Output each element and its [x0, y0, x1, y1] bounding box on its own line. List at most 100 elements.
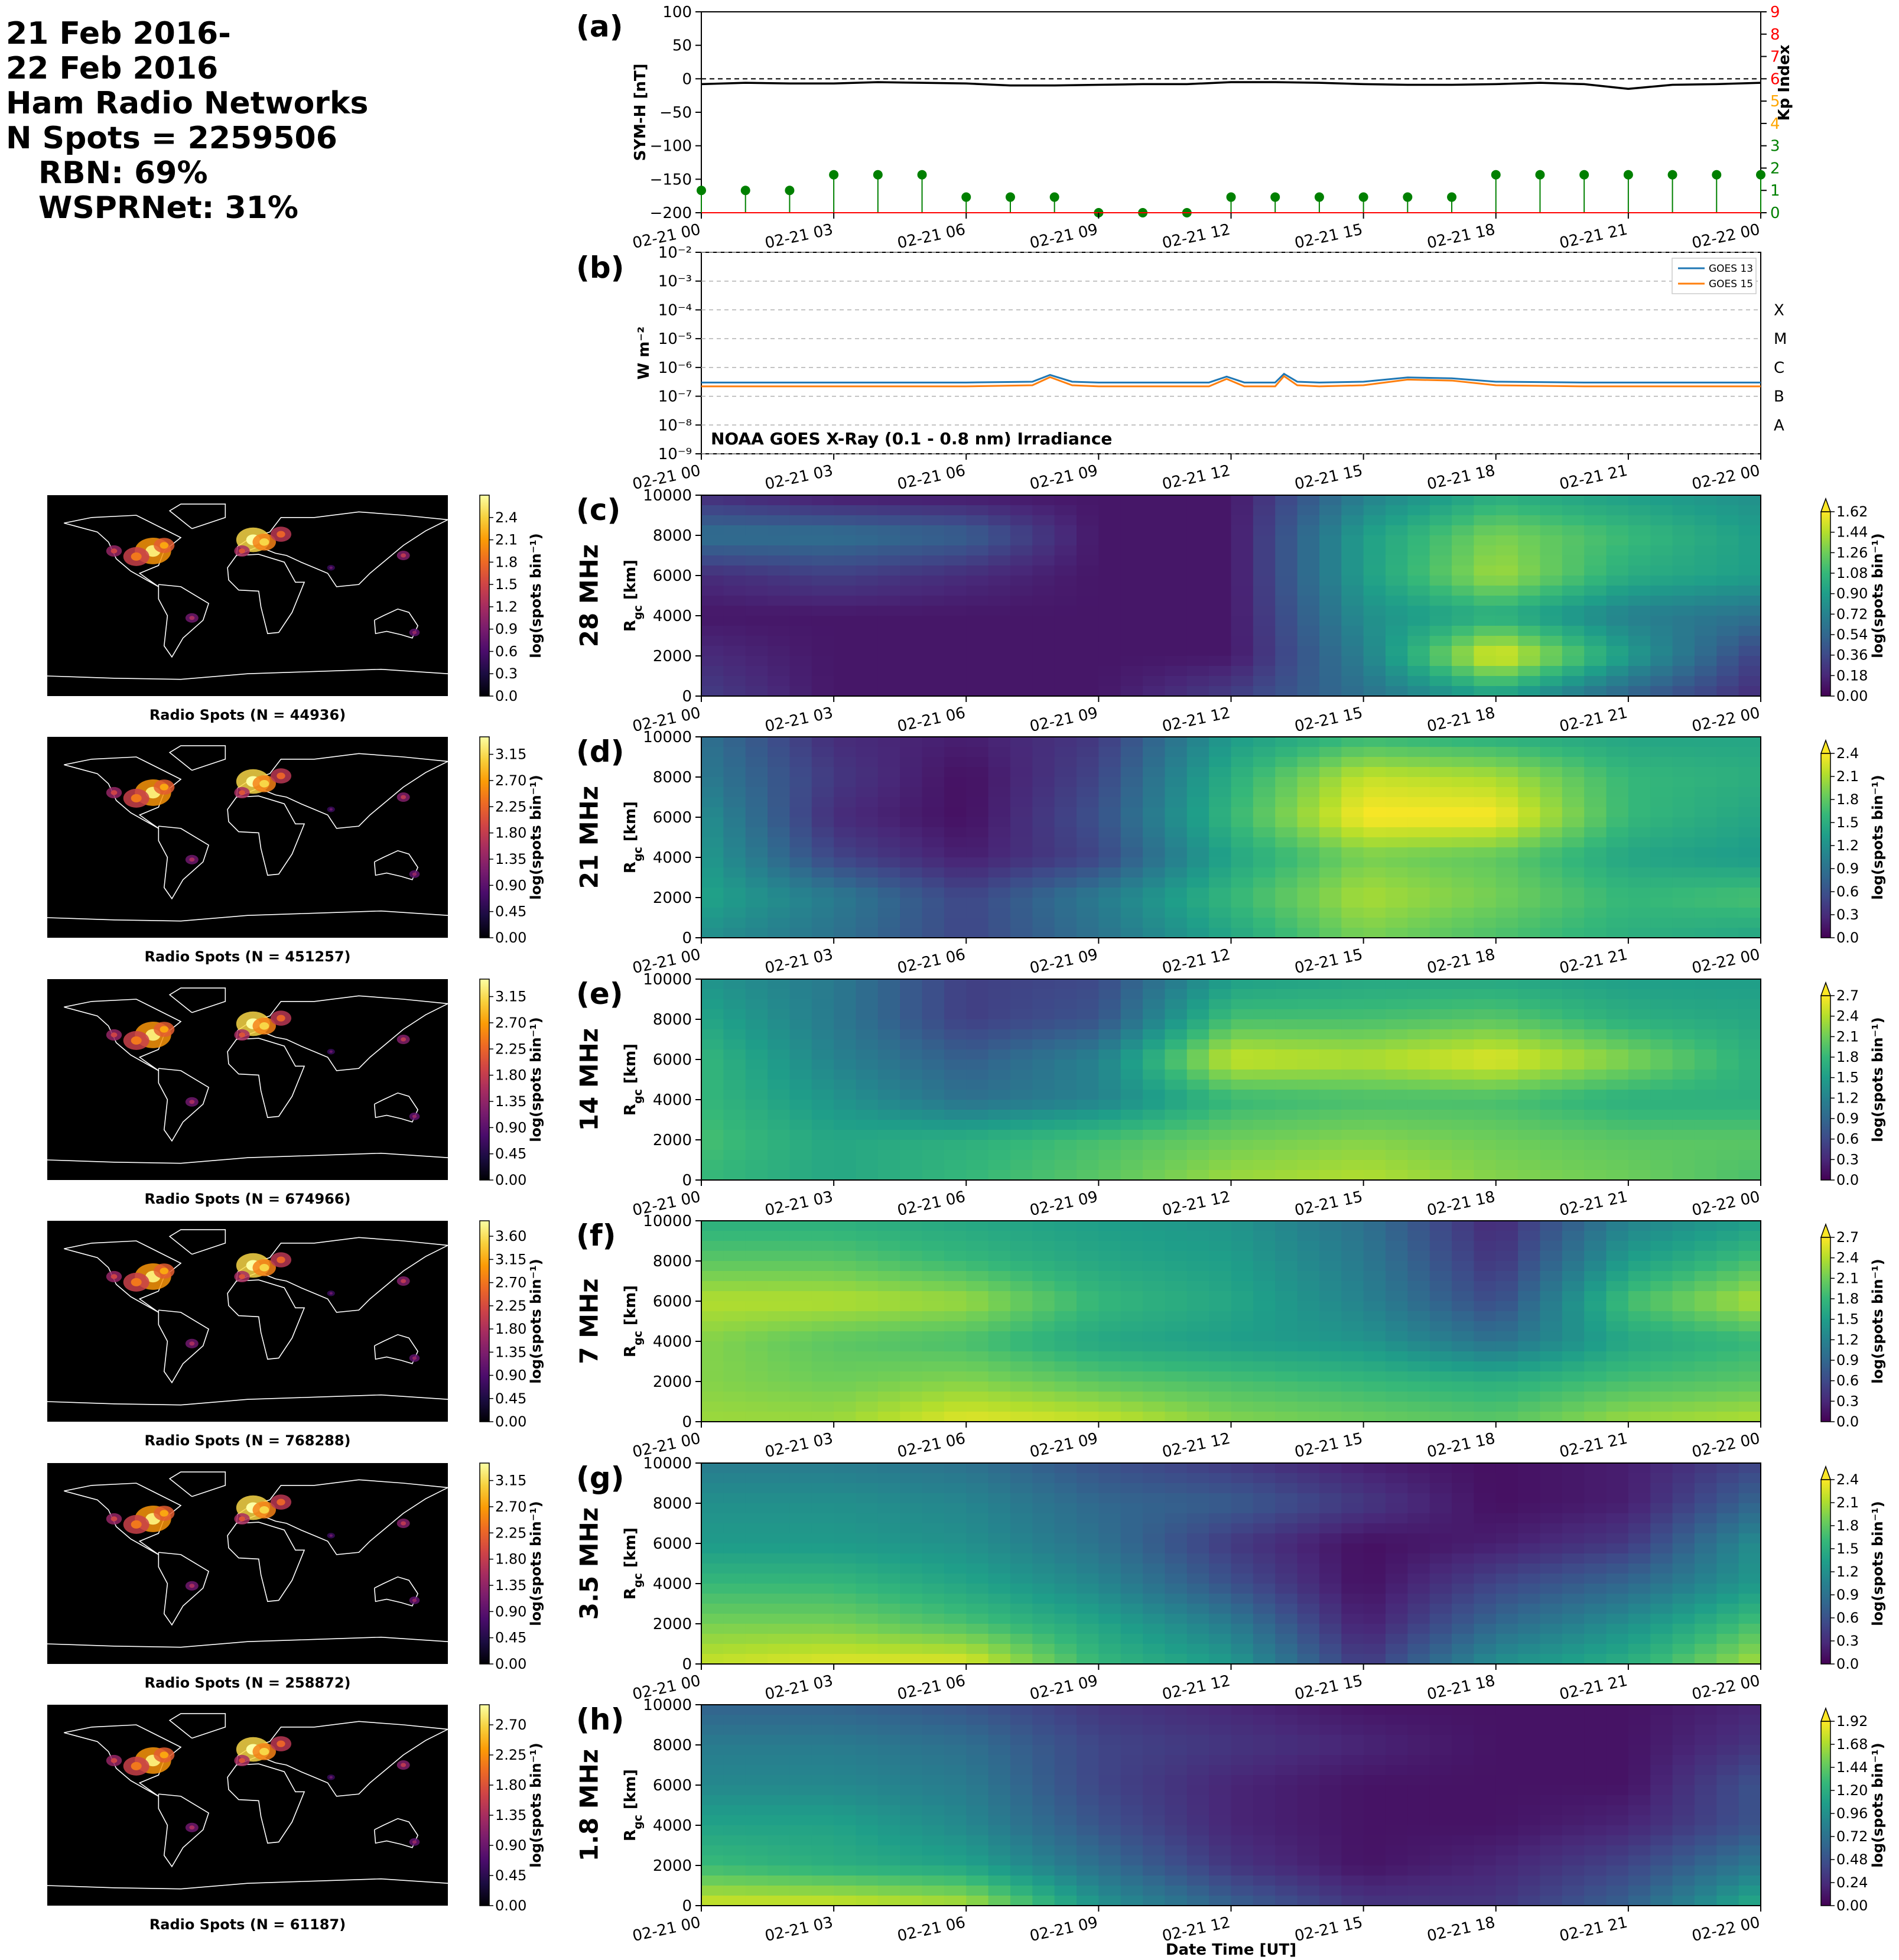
heatmap-cell: [1495, 1483, 1518, 1494]
heatmap-cell: [834, 565, 857, 576]
heatmap-cell: [789, 847, 812, 858]
heatmap-cell: [1120, 676, 1143, 687]
heatmap-cell: [988, 767, 1011, 778]
heatmap-cell: [1363, 535, 1386, 546]
heatmap-cell: [1518, 1241, 1541, 1252]
heatmap-cell: [1319, 626, 1342, 636]
heatmap-cell: [1628, 1241, 1651, 1252]
heatmap-cell: [1165, 1402, 1188, 1412]
heatmap-cell: [1474, 767, 1497, 778]
heatmap-cell: [1452, 1473, 1474, 1484]
heatmap-cell: [789, 898, 812, 908]
heatmap-cell: [1562, 1564, 1585, 1574]
heatmap-cell: [1716, 545, 1739, 556]
heatmap-cell: [1032, 1301, 1055, 1312]
heatmap-cell: [944, 525, 967, 536]
heatmap-cell: [1716, 1412, 1739, 1422]
heatmap-cell: [723, 1371, 746, 1382]
heatmap-cell: [1562, 656, 1585, 667]
heatmap-cell: [1429, 1039, 1452, 1050]
spot-cluster-core: [412, 1356, 417, 1360]
heatmap-cell: [1143, 1564, 1166, 1574]
heatmap-cell: [1054, 1331, 1077, 1342]
heatmap-cell: [1209, 1291, 1232, 1302]
heatmap-cell: [1540, 515, 1563, 526]
heatmap-cell: [1672, 1130, 1695, 1140]
heatmap-cell: [1694, 1281, 1717, 1292]
heatmap-cell: [988, 1029, 1011, 1040]
heatmap-cell: [1650, 1543, 1673, 1554]
heatmap-cell: [1209, 1382, 1232, 1392]
heatmap-cell: [789, 888, 812, 898]
heatmap-cell: [1628, 1321, 1651, 1332]
heatmap-cell: [1584, 1009, 1607, 1020]
heatmap-cell: [723, 1382, 746, 1392]
heatmap-cell: [834, 1049, 857, 1060]
heatmap-cell: [1650, 1483, 1673, 1494]
heatmap-cell: [1474, 1241, 1497, 1252]
heatmap-cell: [1716, 1039, 1739, 1050]
heatmap-cell: [877, 1039, 900, 1050]
heatmap-cell: [1452, 525, 1474, 536]
heatmap-cell: [1209, 606, 1232, 616]
heatmap-cell: [966, 586, 989, 596]
heatmap-cell: [1562, 1361, 1585, 1372]
heatmap-cell: [1429, 1351, 1452, 1362]
heatmap-cell: [834, 666, 857, 677]
heatmap-cell: [1495, 1291, 1518, 1302]
heatmap-cell: [1186, 877, 1209, 888]
heatmap-cell: [1738, 505, 1761, 516]
x-tick-label: 02-21 21: [1558, 1430, 1630, 1462]
heatmap-cell: [944, 1100, 967, 1110]
heatmap-cell: [1518, 1341, 1541, 1352]
heatmap-cell: [1010, 576, 1033, 586]
flare-class-label: C: [1774, 359, 1784, 377]
heatmap-cell: [811, 495, 834, 506]
heatmap-cell: [1319, 606, 1342, 616]
heatmap-cell: [1010, 505, 1033, 516]
heatmap-cell: [1694, 1463, 1717, 1474]
heatmap-cell: [1054, 999, 1077, 1010]
map-background: [47, 495, 448, 696]
heatmap-cell: [834, 525, 857, 536]
heatmap-cell: [1032, 908, 1055, 918]
heatmap-cell: [745, 737, 768, 747]
heatmap-cell: [922, 616, 945, 626]
heatmap-cell: [1495, 1261, 1518, 1272]
coastline: [227, 554, 305, 635]
heatmap-cell: [1518, 1221, 1541, 1231]
heatmap-cell: [1474, 1080, 1497, 1090]
heatmap-cell: [1628, 1361, 1651, 1372]
heatmap-cell: [1716, 1371, 1739, 1382]
heatmap-cell: [834, 1412, 857, 1422]
heatmap-cell: [1495, 1140, 1518, 1150]
heatmap-cell: [1518, 1049, 1541, 1060]
heatmap-cell: [1165, 1291, 1188, 1302]
heatmap-cell: [701, 888, 724, 898]
colorbar-tick-label: 1.5: [1836, 1311, 1859, 1328]
heatmap-cell: [988, 636, 1011, 646]
heatmap-cell: [1341, 495, 1364, 506]
heatmap-cell: [1672, 1543, 1695, 1554]
heatmap-cell: [922, 857, 945, 868]
heatmap-cell: [1143, 1371, 1166, 1382]
heatmap-cell: [856, 898, 879, 908]
heatmap-cell: [856, 1100, 879, 1110]
heatmap-cell: [723, 1402, 746, 1412]
heatmap-cell: [1407, 1170, 1430, 1181]
heatmap-cell: [1562, 1351, 1585, 1362]
heatmap-cell: [1297, 1513, 1320, 1524]
heatmap-cell: [1738, 817, 1761, 828]
heatmap-cell: [1231, 757, 1254, 768]
heatmap-cell: [944, 1321, 967, 1332]
heatmap-cell: [1165, 737, 1188, 747]
heatmap-cell: [1077, 686, 1099, 697]
heatmap-cell: [877, 1483, 900, 1494]
heatmap-cell: [1186, 586, 1209, 596]
colorbar-tick-label: 0.0: [1836, 929, 1859, 946]
heatmap-cell: [1032, 1160, 1055, 1171]
heatmap-cell: [1186, 1261, 1209, 1272]
heatmap-cell: [723, 1311, 746, 1322]
heatmap-cell: [1694, 898, 1717, 908]
heatmap-cell: [900, 1533, 923, 1544]
